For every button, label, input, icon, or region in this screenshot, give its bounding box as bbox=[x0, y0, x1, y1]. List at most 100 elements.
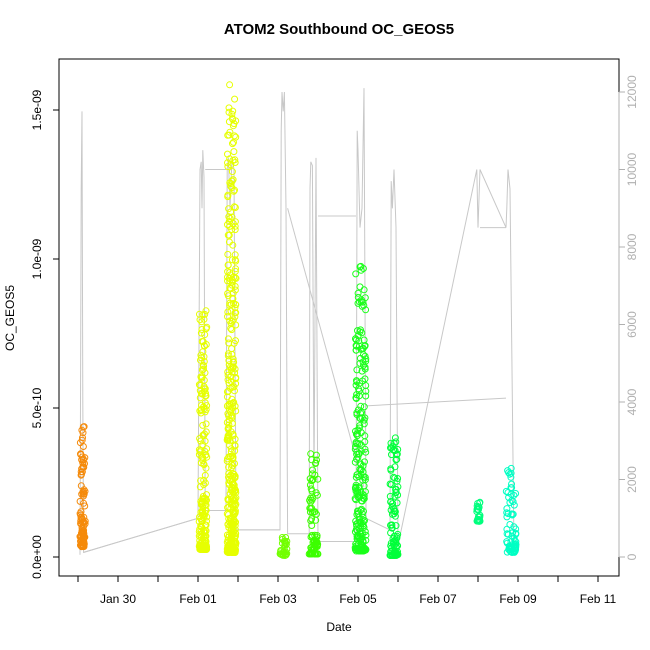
altitude-connector bbox=[83, 517, 199, 553]
data-point bbox=[226, 155, 234, 163]
data-point bbox=[360, 482, 368, 490]
data-point bbox=[392, 451, 400, 459]
x-axis: Jan 30 Feb 01 Feb 03 Feb 05 Feb 07 Feb 09 Feb … bbox=[77, 575, 617, 606]
data-point bbox=[362, 531, 370, 539]
data-point bbox=[362, 355, 370, 363]
data-point bbox=[352, 336, 360, 344]
data-point bbox=[227, 452, 234, 460]
data-point bbox=[228, 420, 236, 427]
data-point bbox=[231, 282, 239, 290]
data-point bbox=[230, 471, 238, 478]
data-point bbox=[389, 540, 397, 548]
data-point bbox=[281, 541, 289, 549]
data-point bbox=[228, 350, 236, 358]
data-point bbox=[283, 537, 291, 545]
data-point bbox=[224, 261, 232, 269]
data-point bbox=[391, 508, 399, 516]
data-point bbox=[392, 550, 400, 558]
y-axis-label: OC_GEOS5 bbox=[3, 285, 17, 351]
data-point bbox=[198, 530, 206, 538]
data-point bbox=[353, 546, 361, 554]
data-point bbox=[229, 508, 237, 515]
data-point bbox=[224, 352, 232, 360]
data-point bbox=[199, 431, 207, 439]
data-point bbox=[226, 215, 234, 222]
data-point bbox=[232, 500, 240, 508]
data-point bbox=[202, 392, 210, 400]
data-point bbox=[311, 549, 319, 557]
data-point bbox=[202, 464, 210, 472]
data-point bbox=[199, 338, 207, 346]
data-point bbox=[229, 355, 237, 363]
data-point bbox=[352, 381, 360, 389]
data-point bbox=[359, 344, 367, 352]
data-point bbox=[77, 450, 84, 458]
data-point bbox=[507, 484, 515, 492]
data-point bbox=[231, 186, 238, 194]
data-point bbox=[228, 480, 236, 488]
data-point bbox=[358, 541, 366, 548]
data-point bbox=[224, 308, 232, 316]
data-point bbox=[197, 437, 205, 445]
data-point bbox=[355, 392, 363, 400]
data-point bbox=[231, 486, 239, 494]
data-point bbox=[393, 499, 401, 507]
data-point bbox=[353, 411, 361, 418]
data-point bbox=[229, 494, 237, 502]
data-point bbox=[361, 375, 369, 383]
y2-tick-label: 0 bbox=[625, 553, 639, 560]
data-point bbox=[391, 463, 399, 471]
data-point bbox=[387, 506, 395, 514]
data-point bbox=[389, 442, 397, 450]
data-point bbox=[394, 530, 402, 538]
x-tick-label: Feb 05 bbox=[339, 592, 377, 606]
data-point bbox=[360, 361, 367, 369]
data-point bbox=[197, 329, 205, 337]
data-point bbox=[503, 505, 511, 513]
data-point bbox=[356, 422, 364, 430]
points-layer bbox=[76, 81, 520, 559]
data-point bbox=[224, 268, 232, 276]
y-tick-label: 5.0e-10 bbox=[30, 387, 44, 428]
data-point bbox=[203, 543, 210, 551]
data-point bbox=[232, 539, 240, 547]
x-tick-label: Feb 09 bbox=[499, 592, 537, 606]
data-point bbox=[388, 521, 396, 529]
data-point bbox=[391, 549, 399, 557]
data-point bbox=[394, 475, 402, 482]
data-point bbox=[355, 298, 363, 306]
data-point bbox=[508, 510, 516, 518]
data-point bbox=[228, 326, 236, 334]
data-point bbox=[352, 440, 360, 447]
data-point bbox=[231, 435, 239, 443]
data-point bbox=[352, 335, 359, 343]
data-point bbox=[228, 412, 236, 420]
data-point bbox=[356, 359, 364, 367]
data-point bbox=[227, 536, 235, 544]
data-point bbox=[228, 168, 236, 176]
data-point bbox=[228, 213, 236, 221]
data-point bbox=[202, 420, 210, 428]
data-point bbox=[224, 435, 231, 443]
data-point bbox=[387, 465, 395, 473]
data-point bbox=[231, 256, 239, 264]
x-tick-label: Feb 11 bbox=[580, 592, 617, 606]
data-point bbox=[231, 156, 239, 164]
data-point bbox=[198, 366, 206, 374]
data-point bbox=[511, 537, 519, 544]
data-point bbox=[354, 327, 361, 335]
data-point bbox=[357, 402, 365, 410]
data-point bbox=[388, 444, 396, 452]
data-point bbox=[388, 503, 396, 510]
x-tick-label: Jan 30 bbox=[100, 592, 136, 606]
data-point bbox=[230, 132, 238, 140]
data-point bbox=[199, 311, 207, 319]
data-point bbox=[476, 513, 484, 521]
data-point bbox=[229, 107, 237, 115]
chart-title: ATOM2 Southbound OC_GEOS5 bbox=[224, 21, 454, 38]
y-tick-label: 1.5e-09 bbox=[30, 89, 44, 130]
data-point bbox=[200, 510, 208, 518]
data-point bbox=[80, 530, 88, 538]
data-point bbox=[361, 432, 369, 440]
data-point bbox=[231, 274, 239, 282]
